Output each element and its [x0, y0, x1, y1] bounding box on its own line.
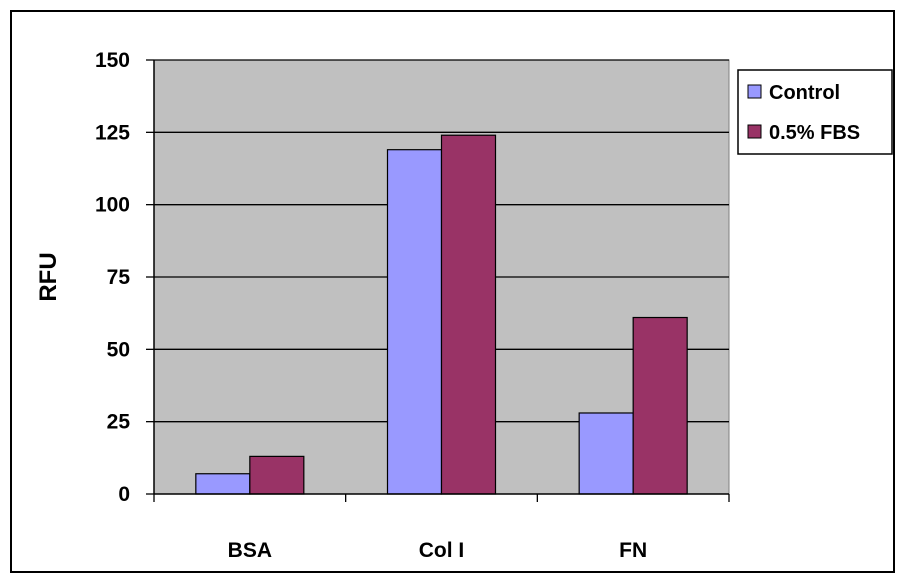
y-tick-label: 125 — [95, 121, 130, 144]
y-tick-label: 25 — [107, 411, 131, 434]
x-tick-labels: BSA Col I FN — [228, 539, 648, 562]
bar-0-5-fbs-fn — [632, 316, 688, 495]
y-tick-label: 50 — [107, 338, 130, 361]
legend: Control 0.5% FBS — [737, 69, 893, 155]
bar-0-5-fbs-col-i — [440, 134, 497, 495]
y-tick-label: 100 — [95, 194, 130, 217]
legend-label: 0.5% FBS — [769, 122, 860, 144]
y-tick-label: 0 — [118, 483, 130, 506]
legend-label: Control — [769, 82, 840, 104]
bar-0-5-fbs-bsa — [249, 455, 305, 495]
bar-control-bsa — [195, 473, 251, 495]
y-tick-labels: 0 25 50 75 100 125 150 — [95, 49, 130, 506]
x-tick-label: BSA — [228, 539, 272, 562]
bar-control-fn — [578, 412, 634, 495]
bars — [195, 134, 688, 495]
x-tick-label: FN — [619, 539, 647, 562]
bar-control-col-i — [386, 149, 443, 495]
legend-swatch — [747, 84, 762, 99]
y-tick-label: 75 — [107, 266, 131, 289]
legend-box — [737, 69, 893, 155]
legend-swatch — [747, 124, 762, 139]
y-tick-label: 150 — [95, 49, 130, 72]
x-tick-label: Col I — [419, 539, 465, 562]
axes — [146, 59, 730, 502]
y-axis-title: RFU — [35, 252, 62, 301]
